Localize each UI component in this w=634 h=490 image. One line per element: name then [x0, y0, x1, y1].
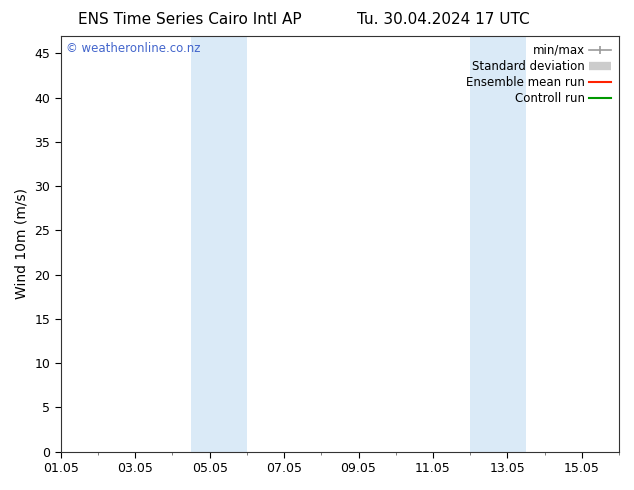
Text: ENS Time Series Cairo Intl AP: ENS Time Series Cairo Intl AP — [79, 12, 302, 27]
Bar — [191, 36, 247, 452]
Text: Tu. 30.04.2024 17 UTC: Tu. 30.04.2024 17 UTC — [358, 12, 530, 27]
Y-axis label: Wind 10m (m/s): Wind 10m (m/s) — [15, 188, 29, 299]
Bar — [470, 36, 526, 452]
Legend: min/max, Standard deviation, Ensemble mean run, Controll run: min/max, Standard deviation, Ensemble me… — [463, 42, 613, 107]
Text: © weatheronline.co.nz: © weatheronline.co.nz — [67, 42, 201, 55]
